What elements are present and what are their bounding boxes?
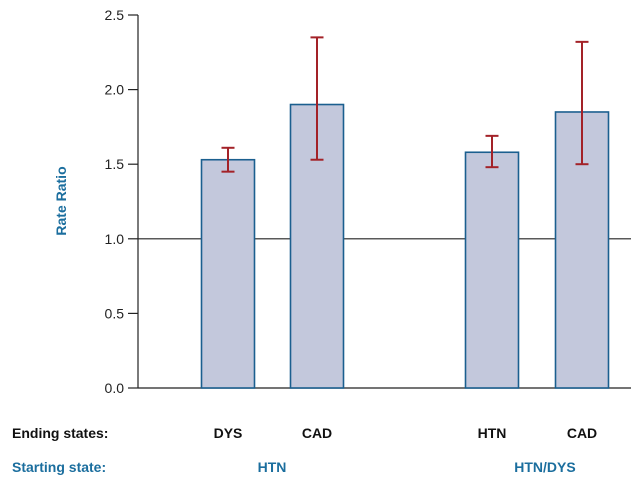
bar (200, 158, 256, 389)
ending-state-label: CAD (567, 425, 597, 441)
y-tick-label: 0.0 (105, 380, 125, 396)
bar (464, 151, 520, 389)
starting-state-value: HTN/DYS (514, 459, 575, 475)
y-axis: 0.0 0.5 1.0 1.5 2.0 2.5 (105, 7, 631, 396)
y-tick-label: 2.5 (105, 7, 125, 23)
ending-state-label: DYS (214, 425, 243, 441)
y-axis-label: Rate Ratio (53, 166, 69, 235)
starting-state-label: Starting state: (12, 459, 106, 475)
group-labels: HTN HTN/DYS (258, 459, 576, 475)
ending-state-label: CAD (302, 425, 332, 441)
bars (200, 103, 610, 389)
y-tick-label: 1.0 (105, 231, 125, 247)
error-bars (221, 36, 589, 173)
starting-state-value: HTN (258, 459, 287, 475)
y-tick-label: 1.5 (105, 156, 125, 172)
ending-state-label: HTN (478, 425, 507, 441)
y-tick-label: 2.0 (105, 82, 125, 98)
category-labels: DYS CAD HTN CAD (214, 425, 598, 441)
y-tick-label: 0.5 (105, 305, 125, 321)
ending-states-label: Ending states: (12, 425, 108, 441)
